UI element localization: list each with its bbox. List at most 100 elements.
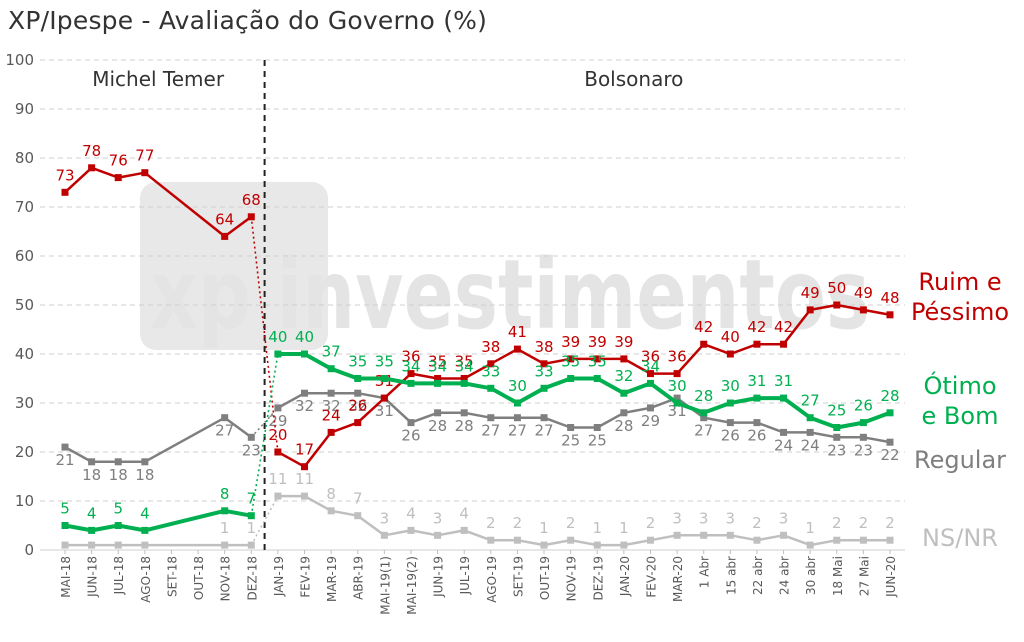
data-label: 18 [82, 466, 101, 484]
data-label: 3 [672, 509, 682, 527]
series-line [277, 303, 891, 468]
x-tick-label: JUN-18 [86, 556, 100, 598]
series-line [277, 391, 891, 444]
data-point [567, 424, 575, 431]
data-label: 18 [135, 466, 154, 484]
data-label: 34 [401, 357, 420, 375]
data-label: 49 [801, 284, 820, 302]
data-point [274, 448, 282, 456]
x-tick-label: 1 Abr [698, 556, 712, 588]
data-point [61, 522, 69, 529]
data-label: 1 [619, 519, 629, 537]
data-point [380, 531, 388, 539]
data-point [354, 512, 362, 520]
x-tick-label: AGO-19 [485, 556, 499, 603]
data-point [327, 507, 335, 515]
data-point [859, 433, 867, 441]
data-point [88, 541, 96, 549]
data-point [806, 306, 814, 314]
x-tick-label: MAI-19(2) [405, 556, 419, 615]
data-point [141, 458, 149, 466]
data-label: 7 [247, 490, 257, 508]
data-label: 29 [641, 412, 660, 430]
series-bridge [250, 495, 279, 546]
data-label: 23 [854, 441, 873, 459]
data-label: 1 [539, 519, 549, 537]
data-label: 35 [561, 353, 580, 371]
data-point [567, 536, 575, 544]
data-label: 24 [774, 436, 793, 454]
data-label: 2 [646, 514, 656, 532]
data-point [540, 414, 548, 422]
data-point [487, 360, 495, 368]
data-point [859, 536, 867, 544]
data-label: 78 [82, 142, 101, 160]
data-point [114, 458, 122, 466]
data-point [513, 345, 521, 353]
data-label: 27 [534, 422, 553, 440]
x-tick-label: FEV-20 [644, 556, 658, 598]
data-label: 30 [721, 377, 740, 395]
data-label: 35 [588, 353, 607, 371]
data-point [88, 458, 96, 466]
x-tick-label: 15 abr [724, 556, 738, 595]
series-bridge [250, 353, 279, 516]
data-point [620, 541, 628, 549]
data-point [354, 375, 362, 382]
data-label: 28 [455, 417, 474, 435]
data-label: 24 [322, 406, 341, 424]
x-tick-label: SET-18 [165, 556, 179, 597]
data-label: 1 [247, 519, 257, 537]
legend-label: Ruim e [918, 268, 1001, 296]
data-label: 25 [561, 432, 580, 450]
period-label-bolsonaro: Bolsonaro [584, 67, 683, 91]
data-label: 23 [827, 441, 846, 459]
data-label: 28 [428, 417, 447, 435]
data-point [726, 531, 734, 539]
data-point [141, 169, 149, 177]
data-label: 32 [614, 367, 633, 385]
data-label: 26 [854, 397, 873, 415]
data-point [301, 350, 309, 358]
y-tick-label: 20 [15, 443, 34, 461]
legend-label: Regular [914, 446, 1006, 474]
data-label: 28 [694, 387, 713, 405]
x-tick-label: MAI-19(1) [378, 556, 392, 615]
data-label: 1 [805, 519, 815, 537]
data-point [247, 213, 255, 221]
y-tick-label: 50 [15, 296, 34, 314]
data-point [434, 375, 442, 382]
data-label: 25 [588, 432, 607, 450]
data-point [114, 541, 122, 549]
legend-label: Ótimo [923, 370, 996, 400]
legend-label: Péssimo [911, 298, 1009, 326]
x-tick-label: OUT-19 [538, 556, 552, 600]
series-ns-nr: 1 111 118 73 4 3 42 2 1 2 1 1 2 3 3 3 2 31 2 2 2 [61, 470, 895, 549]
data-label: 3 [699, 509, 709, 527]
x-tick-label: FEV-19 [299, 556, 313, 598]
data-point [859, 306, 867, 314]
data-point [221, 414, 229, 422]
data-point [301, 492, 309, 500]
x-tick-label: MAR-19 [325, 556, 339, 602]
data-label: 3 [380, 509, 390, 527]
data-point [646, 404, 654, 412]
data-point [593, 355, 601, 363]
data-label: 64 [215, 210, 234, 228]
data-point [646, 536, 654, 544]
series-bridge [250, 407, 279, 438]
data-point [753, 394, 761, 402]
data-label: 76 [109, 152, 128, 170]
x-tick-label: SET-19 [511, 556, 525, 597]
data-point [620, 355, 628, 363]
data-label: 4 [406, 504, 416, 522]
data-label: 49 [854, 284, 873, 302]
data-point [487, 414, 495, 422]
data-label: 8 [326, 485, 336, 503]
data-point [434, 531, 442, 539]
data-label: 68 [242, 191, 261, 209]
data-point [726, 419, 734, 427]
x-tick-label: MAR-20 [671, 556, 685, 602]
data-point [247, 512, 255, 520]
data-label: 42 [747, 318, 766, 336]
